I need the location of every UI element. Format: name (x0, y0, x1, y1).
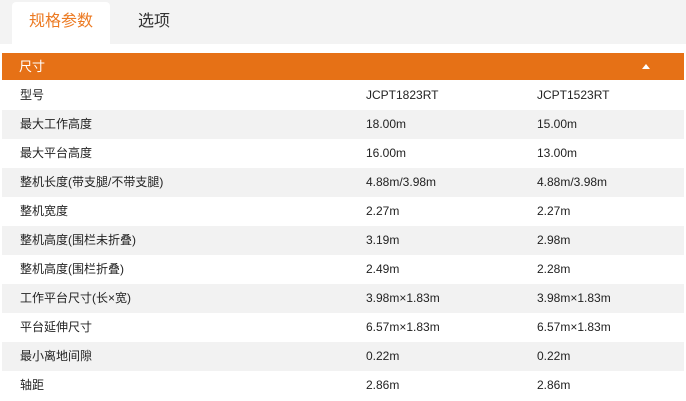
spec-value: 2.27m (537, 204, 571, 218)
spec-label: 型号 (20, 88, 45, 102)
spec-label: 轴距 (20, 378, 45, 392)
spec-value: 15.00m (537, 117, 578, 131)
table-row: 最小离地间隙 0.22m 0.22m (2, 342, 684, 371)
spec-value: 0.22m (537, 349, 571, 363)
table-row: 工作平台尺寸(长×宽) 3.98m×1.83m 3.98m×1.83m (2, 284, 684, 313)
spec-value: 4.88m/3.98m (537, 175, 608, 189)
spec-table: 型号 JCPT1823RT JCPT1523RT 最大工作高度 18.00m 15.00m… (2, 81, 684, 400)
spec-value: 3.19m (366, 233, 400, 247)
table-row: 整机高度(围栏折叠) 2.49m 2.28m (2, 255, 684, 284)
table-row: 型号 JCPT1823RT JCPT1523RT (2, 81, 684, 110)
section-header-dimensions[interactable]: 尺寸 (2, 53, 684, 80)
spec-value: 3.98m×1.83m (537, 291, 611, 305)
spec-value: 2.86m (537, 378, 571, 392)
spec-value: 6.57m×1.83m (537, 320, 611, 334)
spec-value: JCPT1823RT (366, 88, 439, 102)
tab-bar: 规格参数 选项 (0, 0, 686, 44)
spec-label: 平台延伸尺寸 (20, 320, 93, 334)
spec-value: 6.57m×1.83m (366, 320, 440, 334)
spec-value: JCPT1523RT (537, 88, 610, 102)
table-row: 整机高度(围栏未折叠) 3.19m 2.98m (2, 226, 684, 255)
tab-options[interactable]: 选项 (138, 13, 171, 30)
spec-label: 最大平台高度 (20, 146, 93, 160)
spec-value: 16.00m (366, 146, 407, 160)
table-row: 轴距 2.86m 2.86m (2, 371, 684, 400)
table-row: 最大平台高度 16.00m 13.00m (2, 139, 684, 168)
tab-specs[interactable]: 规格参数 (12, 2, 110, 44)
spec-label: 整机高度(围栏折叠) (20, 262, 124, 276)
section-title: 尺寸 (19, 59, 46, 74)
spec-label: 整机宽度 (20, 204, 69, 218)
spec-label: 整机长度(带支腿/不带支腿) (20, 175, 164, 189)
table-row: 整机宽度 2.27m 2.27m (2, 197, 684, 226)
spec-value: 18.00m (366, 117, 407, 131)
spec-value: 2.98m (537, 233, 571, 247)
spec-label: 整机高度(围栏未折叠) (20, 233, 136, 247)
table-row: 最大工作高度 18.00m 15.00m (2, 110, 684, 139)
spec-value: 2.86m (366, 378, 400, 392)
table-row: 整机长度(带支腿/不带支腿) 4.88m/3.98m 4.88m/3.98m (2, 168, 684, 197)
spec-value: 13.00m (537, 146, 578, 160)
table-row: 平台延伸尺寸 6.57m×1.83m 6.57m×1.83m (2, 313, 684, 342)
spec-label: 最小离地间隙 (20, 349, 93, 363)
spec-value: 4.88m/3.98m (366, 175, 437, 189)
spec-value: 2.28m (537, 262, 571, 276)
spec-value: 0.22m (366, 349, 400, 363)
spec-value: 3.98m×1.83m (366, 291, 440, 305)
spec-value: 2.27m (366, 204, 400, 218)
spec-value: 2.49m (366, 262, 400, 276)
spec-label: 工作平台尺寸(长×宽) (20, 291, 132, 305)
spec-label: 最大工作高度 (20, 117, 93, 131)
caret-up-icon[interactable] (642, 64, 650, 69)
